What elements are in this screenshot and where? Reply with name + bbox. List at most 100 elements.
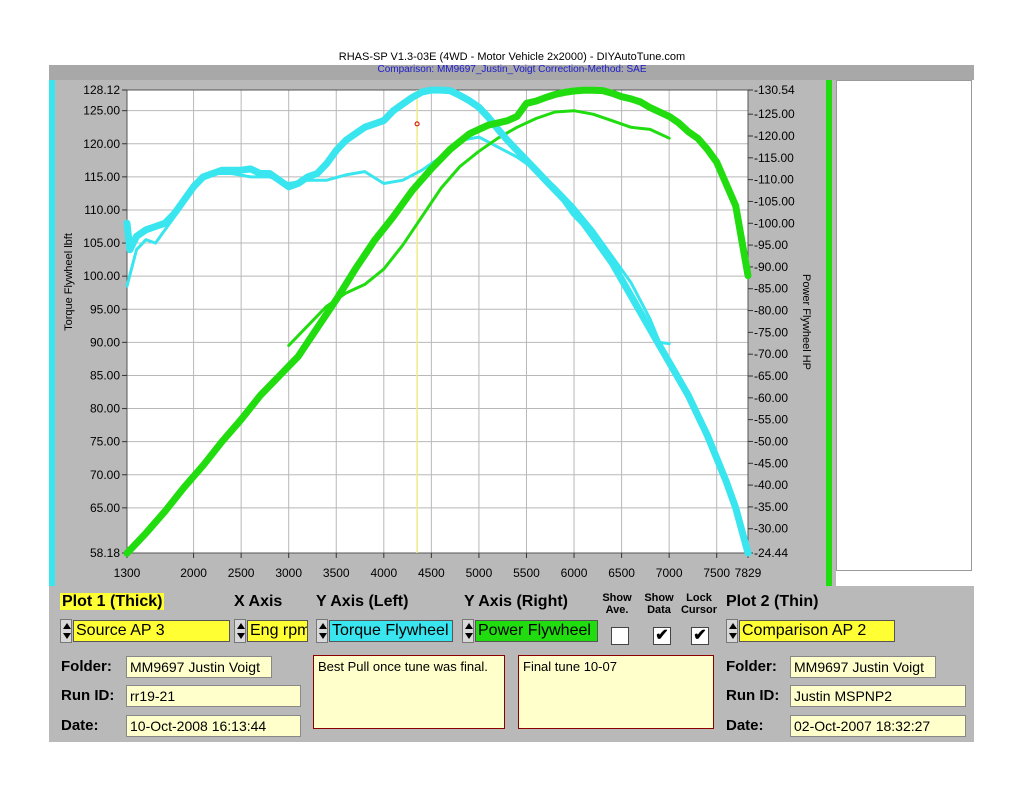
y-left-tick-label: 58.18	[90, 546, 120, 560]
lock-cursor-checkbox[interactable]: ✔	[691, 627, 709, 645]
y-axis-left-header: Y Axis (Left)	[316, 593, 409, 610]
y-right-tick-label: -80.00	[754, 304, 788, 318]
plot2-source-spinner[interactable]	[726, 619, 738, 643]
y-left-tick-label: 95.00	[90, 302, 120, 316]
x-tick-label: 7829	[735, 566, 762, 580]
plot1-folder-field[interactable]: MM9697 Justin Voigt	[126, 656, 272, 678]
y-left-tick-label: 100.00	[83, 269, 120, 283]
y-right-tick-label: -35.00	[754, 500, 788, 514]
y-left-tick-label: 75.00	[90, 435, 120, 449]
plot1-folder-label: Folder:	[61, 658, 112, 675]
show-ave-label: Show Ave.	[602, 592, 632, 616]
plot2-header: Plot 2 (Thin)	[726, 593, 819, 610]
plot1-runid-field[interactable]: rr19-21	[126, 685, 301, 707]
y-right-tick-label: -30.00	[754, 522, 788, 536]
plot1-source-spinner[interactable]	[60, 619, 72, 643]
x-tick-label: 6500	[608, 566, 635, 580]
y-right-tick-label: -75.00	[754, 325, 788, 339]
power-thin-line	[287, 109, 671, 347]
x-tick-label: 7500	[703, 566, 730, 580]
y-left-tick-label: 110.00	[84, 203, 120, 217]
y-right-tick-label: -50.00	[754, 434, 788, 448]
y-right-select[interactable]: Power Flywheel	[475, 620, 598, 642]
y-right-axis-label: Power Flywheel HP	[800, 274, 812, 370]
y-right-tick-label: -90.00	[754, 260, 788, 274]
x-tick-label: 7000	[656, 566, 683, 580]
x-tick-label: 2000	[180, 566, 207, 580]
y-left-spinner[interactable]	[316, 619, 328, 643]
y-right-tick-label: -55.00	[754, 413, 788, 427]
y-right-tick-label: -65.00	[754, 369, 788, 383]
y-right-tick-label: -40.00	[754, 478, 788, 492]
x-tick-label: 2500	[228, 566, 255, 580]
plot2-runid-label: Run ID:	[726, 687, 780, 704]
power-thick-line	[123, 86, 752, 557]
x-axis-header: X Axis	[234, 593, 283, 610]
x-tick-label: 5000	[466, 566, 493, 580]
legend-box	[836, 80, 972, 571]
y-left-tick-label: 90.00	[90, 335, 120, 349]
plot1-notes[interactable]: Best Pull once tune was final.	[313, 655, 505, 729]
show-data-checkbox[interactable]: ✔	[653, 627, 671, 645]
title-bar	[49, 65, 974, 80]
x-tick-label: 3500	[323, 566, 350, 580]
right-axis-strip	[826, 80, 832, 586]
plot2-source-select[interactable]: Comparison AP 2	[739, 620, 895, 642]
plot1-runid-label: Run ID:	[61, 687, 115, 704]
y-right-tick-label: -45.00	[754, 456, 788, 470]
plot1-date-field[interactable]: 10-Oct-2008 16:13:44	[126, 715, 301, 737]
y-left-tick-label: 80.00	[90, 402, 120, 416]
plot1-header-text: Plot 1 (Thick)	[60, 593, 165, 610]
y-left-tick-label: 105.00	[83, 236, 120, 250]
plot1-source-select[interactable]: Source AP 3	[73, 620, 230, 642]
y-right-tick-label: -105.00	[754, 194, 795, 208]
y-axis-right-header: Y Axis (Right)	[464, 593, 569, 610]
y-left-tick-label: 115.00	[84, 170, 120, 184]
y-right-tick-label: -95.00	[754, 238, 788, 252]
plot2-runid-field[interactable]: Justin MSPNP2	[790, 685, 966, 707]
y-left-tick-label: 70.00	[90, 468, 120, 482]
y-left-tick-label: 120.00	[83, 137, 120, 151]
y-right-tick-label: -110.00	[754, 173, 794, 187]
plot2-folder-field[interactable]: MM9697 Justin Voigt	[790, 656, 936, 678]
x-tick-label: 6000	[561, 566, 588, 580]
y-right-tick-label: -24.44	[754, 546, 788, 560]
y-left-axis-label: Torque Flywheel lbft	[63, 233, 75, 331]
y-right-tick-label: -125.00	[754, 107, 795, 121]
plot1-date-label: Date:	[61, 717, 99, 734]
plot1-header: Plot 1 (Thick)	[60, 593, 165, 611]
show-data-label: Show Data	[644, 592, 674, 616]
x-tick-label: 3000	[275, 566, 302, 580]
y-left-tick-label: 85.00	[90, 368, 120, 382]
y-left-tick-label: 125.00	[83, 104, 120, 118]
left-axis-strip	[49, 80, 55, 586]
y-right-spinner[interactable]	[462, 619, 474, 643]
x-tick-label: 5500	[513, 566, 540, 580]
lock-cursor-label: Lock Cursor	[680, 592, 718, 616]
torque-thick-line	[123, 86, 752, 557]
dyno-chart[interactable]: 1300 2000 2500 3000 3500 4000 4500 5000 5500 6000…	[0, 0, 1024, 600]
x-axis-select[interactable]: Eng rpm	[247, 620, 308, 642]
plot2-notes[interactable]: Final tune 10-07	[518, 655, 714, 729]
y-right-tick-label: -115.00	[754, 151, 794, 165]
window-title: RHAS-SP V1.3-03E (4WD - Motor Vehicle 2x…	[338, 51, 686, 63]
y-right-tick-label: -100.00	[754, 216, 795, 230]
y-right-tick-label: -120.00	[754, 129, 795, 143]
plot2-date-label: Date:	[726, 717, 764, 734]
x-tick-label: 4500	[418, 566, 445, 580]
y-left-tick-label: 65.00	[90, 501, 120, 515]
y-right-tick-label: -85.00	[754, 282, 788, 296]
comparison-subtitle: Comparison: MM9697_Justin_Voigt Correcti…	[377, 64, 647, 75]
x-tick-label: 4000	[370, 566, 397, 580]
plot2-folder-label: Folder:	[726, 658, 777, 675]
y-right-tick-label: -130.54	[754, 83, 795, 97]
x-axis-spinner[interactable]	[234, 619, 246, 643]
cursor-marker	[414, 121, 420, 127]
y-right-tick-label: -70.00	[754, 347, 788, 361]
y-left-select[interactable]: Torque Flywheel	[329, 620, 453, 642]
y-right-tick-label: -60.00	[754, 391, 788, 405]
show-ave-checkbox[interactable]	[611, 627, 629, 645]
x-tick-label: 1300	[114, 566, 141, 580]
plot2-date-field[interactable]: 02-Oct-2007 18:32:27	[790, 715, 966, 737]
y-left-tick-label: 128.12	[83, 83, 120, 97]
